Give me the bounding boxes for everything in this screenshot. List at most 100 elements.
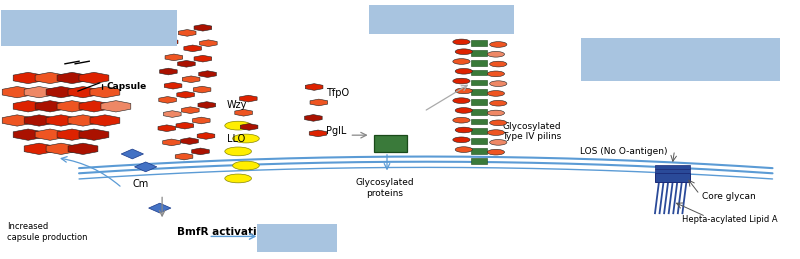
Polygon shape bbox=[194, 24, 212, 31]
Polygon shape bbox=[57, 129, 87, 140]
Circle shape bbox=[455, 147, 473, 153]
Polygon shape bbox=[57, 72, 87, 84]
Circle shape bbox=[487, 110, 505, 116]
Polygon shape bbox=[35, 129, 65, 140]
Polygon shape bbox=[159, 68, 178, 75]
Polygon shape bbox=[13, 72, 43, 84]
Polygon shape bbox=[79, 129, 109, 140]
Polygon shape bbox=[182, 107, 199, 113]
Text: Wzy: Wzy bbox=[227, 100, 247, 110]
Polygon shape bbox=[79, 72, 109, 84]
Bar bbox=[471, 148, 486, 154]
Bar bbox=[471, 89, 486, 95]
Text: Hepta-acylated Lipid A: Hepta-acylated Lipid A bbox=[682, 215, 778, 224]
Polygon shape bbox=[165, 54, 182, 61]
Text: Biofilm: Biofilm bbox=[278, 233, 316, 243]
Circle shape bbox=[455, 68, 473, 74]
Circle shape bbox=[453, 98, 470, 104]
Polygon shape bbox=[24, 143, 54, 154]
Polygon shape bbox=[194, 55, 212, 62]
Circle shape bbox=[453, 78, 470, 84]
Bar bbox=[471, 80, 486, 85]
Polygon shape bbox=[149, 203, 171, 213]
Polygon shape bbox=[79, 101, 109, 112]
Polygon shape bbox=[46, 143, 76, 154]
Circle shape bbox=[487, 52, 505, 57]
Polygon shape bbox=[310, 99, 328, 106]
Circle shape bbox=[455, 49, 473, 55]
Bar bbox=[471, 158, 486, 163]
Text: Glycosylated
Type IV pilins: Glycosylated Type IV pilins bbox=[502, 122, 562, 141]
Polygon shape bbox=[178, 30, 196, 36]
Circle shape bbox=[233, 134, 259, 143]
Text: TfpO: TfpO bbox=[326, 88, 349, 98]
Polygon shape bbox=[158, 97, 177, 103]
Polygon shape bbox=[193, 117, 210, 124]
FancyBboxPatch shape bbox=[257, 224, 337, 252]
Text: Complement resistance: Complement resistance bbox=[22, 23, 155, 33]
Bar bbox=[471, 70, 486, 75]
Circle shape bbox=[490, 120, 507, 126]
Text: Increased
capsule production: Increased capsule production bbox=[7, 222, 87, 242]
Text: Capsule: Capsule bbox=[106, 83, 146, 91]
Circle shape bbox=[453, 117, 470, 123]
Bar bbox=[471, 60, 486, 66]
Circle shape bbox=[490, 140, 507, 145]
Circle shape bbox=[225, 121, 251, 130]
Circle shape bbox=[453, 137, 470, 143]
Text: Core glycan: Core glycan bbox=[702, 192, 756, 201]
Polygon shape bbox=[2, 115, 32, 126]
Polygon shape bbox=[182, 76, 200, 83]
Bar bbox=[471, 40, 486, 46]
Polygon shape bbox=[162, 139, 180, 146]
Polygon shape bbox=[13, 129, 43, 140]
Polygon shape bbox=[198, 102, 215, 108]
Circle shape bbox=[490, 100, 507, 106]
Circle shape bbox=[487, 149, 505, 155]
Polygon shape bbox=[305, 114, 322, 121]
Polygon shape bbox=[310, 130, 327, 137]
Polygon shape bbox=[68, 143, 98, 154]
Polygon shape bbox=[199, 40, 217, 47]
Polygon shape bbox=[655, 173, 690, 182]
Polygon shape bbox=[134, 162, 157, 172]
Polygon shape bbox=[158, 125, 176, 132]
Polygon shape bbox=[240, 124, 258, 130]
Polygon shape bbox=[197, 133, 215, 139]
Bar bbox=[655, 165, 690, 169]
Polygon shape bbox=[2, 87, 32, 98]
Circle shape bbox=[233, 161, 259, 170]
Circle shape bbox=[487, 130, 505, 135]
Polygon shape bbox=[177, 91, 194, 98]
Polygon shape bbox=[239, 95, 257, 102]
Polygon shape bbox=[306, 84, 323, 90]
Polygon shape bbox=[24, 115, 54, 126]
Bar bbox=[471, 109, 486, 114]
Bar bbox=[471, 50, 486, 56]
Polygon shape bbox=[176, 122, 194, 129]
Polygon shape bbox=[175, 153, 193, 160]
Polygon shape bbox=[164, 82, 182, 89]
Circle shape bbox=[490, 81, 507, 87]
Bar bbox=[471, 99, 486, 105]
Text: Glycosylated
proteins: Glycosylated proteins bbox=[355, 178, 414, 198]
Text: BmfR activation: BmfR activation bbox=[177, 227, 271, 237]
FancyBboxPatch shape bbox=[369, 5, 514, 34]
Polygon shape bbox=[24, 87, 54, 98]
FancyBboxPatch shape bbox=[1, 10, 177, 46]
Polygon shape bbox=[184, 45, 202, 52]
Polygon shape bbox=[181, 138, 198, 145]
Circle shape bbox=[490, 61, 507, 67]
Text: Immune evasion: Immune evasion bbox=[395, 14, 488, 24]
Bar bbox=[471, 119, 486, 124]
Circle shape bbox=[455, 107, 473, 113]
Circle shape bbox=[455, 88, 473, 94]
Text: Cm: Cm bbox=[132, 179, 148, 189]
Polygon shape bbox=[160, 39, 178, 45]
Polygon shape bbox=[46, 115, 76, 126]
Polygon shape bbox=[194, 86, 211, 93]
Circle shape bbox=[225, 147, 251, 156]
Circle shape bbox=[487, 71, 505, 77]
Polygon shape bbox=[234, 109, 253, 116]
FancyBboxPatch shape bbox=[374, 135, 406, 152]
